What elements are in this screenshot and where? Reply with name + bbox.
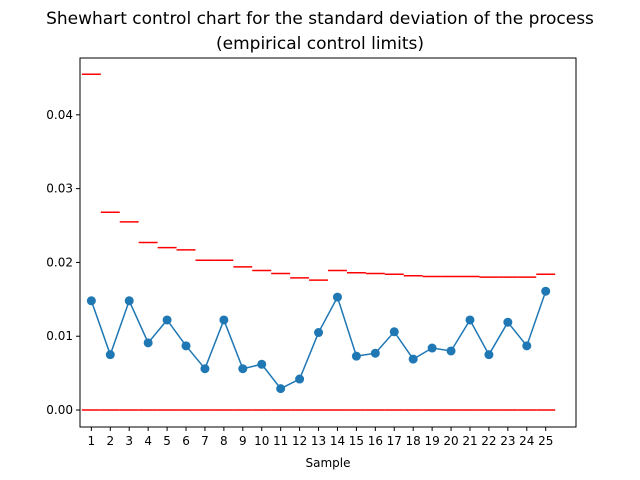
x-tick-label: 13	[311, 434, 326, 448]
x-tick-label: 21	[462, 434, 477, 448]
x-tick-label: 5	[163, 434, 171, 448]
y-axis-ticks: 0.00 0.01 0.02 0.03 0.04	[46, 108, 80, 417]
x-tick-label: 3	[125, 434, 133, 448]
data-point	[143, 338, 153, 348]
x-tick-label: 12	[292, 434, 307, 448]
data-point	[124, 296, 134, 306]
x-tick-label: 11	[273, 434, 288, 448]
data-point	[86, 296, 96, 306]
data-point	[162, 315, 172, 325]
data-point	[332, 292, 342, 302]
chart-title-line1: Shewhart control chart for the standard …	[46, 9, 594, 29]
data-point	[522, 341, 532, 351]
x-tick-label: 1	[88, 434, 96, 448]
data-point	[541, 286, 551, 296]
data-point	[314, 328, 324, 338]
y-tick-label: 0.01	[46, 329, 73, 343]
x-tick-label: 8	[220, 434, 228, 448]
x-tick-label: 17	[387, 434, 402, 448]
x-tick-label: 18	[406, 434, 421, 448]
x-tick-label: 10	[254, 434, 269, 448]
data-point	[181, 341, 191, 351]
data-point	[200, 364, 210, 374]
y-tick-label: 0.03	[46, 182, 73, 196]
data-point	[465, 315, 475, 325]
x-tick-label: 15	[349, 434, 364, 448]
x-tick-label: 7	[201, 434, 209, 448]
data-point	[408, 354, 418, 364]
data-point	[370, 348, 380, 358]
x-tick-label: 9	[239, 434, 247, 448]
data-point	[389, 327, 399, 337]
y-tick-label: 0.04	[46, 108, 73, 122]
data-point	[484, 350, 494, 360]
x-axis-ticks: 1 2 3 4 5 6 7 8 9 10 11 12 13 14 15 16 17 18 19 20 21 22 23 24 2…	[88, 427, 553, 448]
data-point	[238, 364, 248, 374]
data-point	[503, 317, 513, 327]
x-tick-label: 24	[519, 434, 534, 448]
x-tick-label: 16	[368, 434, 383, 448]
x-axis-label: Sample	[306, 456, 351, 470]
x-tick-label: 23	[500, 434, 515, 448]
data-point	[219, 315, 229, 325]
x-tick-label: 4	[144, 434, 152, 448]
y-tick-label: 0.00	[46, 403, 73, 417]
x-tick-label: 6	[182, 434, 190, 448]
x-tick-label: 2	[106, 434, 114, 448]
x-tick-label: 20	[443, 434, 458, 448]
chart-title-line2: (empirical control limits)	[216, 34, 424, 54]
data-point	[105, 350, 115, 360]
data-point	[276, 384, 286, 394]
y-tick-label: 0.02	[46, 255, 73, 269]
data-point	[257, 359, 267, 369]
x-tick-label: 19	[424, 434, 439, 448]
data-point	[295, 374, 305, 384]
data-point	[351, 351, 361, 361]
data-point	[427, 343, 437, 353]
x-tick-label: 14	[330, 434, 345, 448]
x-tick-label: 22	[481, 434, 496, 448]
axes-frame	[79, 57, 577, 428]
std-dev-series-line	[90, 290, 547, 390]
data-point	[446, 346, 456, 356]
plot-area	[81, 73, 556, 411]
x-tick-label: 25	[538, 434, 553, 448]
